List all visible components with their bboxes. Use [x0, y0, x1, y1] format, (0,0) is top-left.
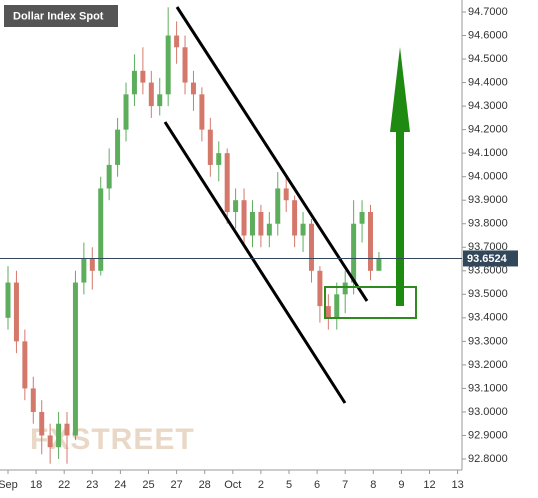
candle-body — [165, 35, 171, 95]
candle-body — [317, 270, 323, 307]
candle-body — [359, 211, 365, 224]
y-tick-label: 94.7000 — [468, 6, 508, 18]
y-tick-label: 94.2000 — [468, 124, 508, 136]
y-tick-label: 93.0000 — [468, 406, 508, 418]
candle-body — [81, 259, 87, 283]
channel-line — [163, 121, 347, 404]
x-tick-label: 12 — [423, 479, 435, 491]
x-tick-label: 23 — [86, 479, 98, 491]
candle-body — [199, 94, 205, 130]
y-tick-label: 93.6000 — [468, 265, 508, 277]
x-tick-label: 8 — [370, 479, 376, 491]
x-tick-label: Sep — [0, 479, 18, 491]
chart-title: Dollar Index Spot — [13, 10, 104, 22]
candle-body — [56, 423, 62, 448]
candle-body — [241, 200, 247, 236]
candle-body — [47, 435, 53, 448]
y-tick-label: 93.8000 — [468, 218, 508, 230]
candle-body — [89, 259, 95, 271]
candle-body — [266, 223, 272, 236]
candle-body — [174, 35, 180, 48]
candle-body — [308, 223, 314, 271]
candle-body — [131, 70, 137, 95]
y-tick-label: 94.5000 — [468, 53, 508, 65]
x-tick-label: 22 — [58, 479, 70, 491]
candle-body — [233, 200, 239, 212]
y-tick-label: 93.7000 — [468, 241, 508, 253]
y-tick-label: 93.3000 — [468, 335, 508, 347]
candle-body — [98, 188, 104, 271]
current-price-label: 93.6524 — [467, 253, 508, 265]
candle-body — [115, 129, 121, 165]
candle-body — [292, 200, 298, 236]
arrow-shaft — [396, 130, 404, 306]
candle-body — [300, 223, 306, 236]
x-tick-label: 24 — [114, 479, 126, 491]
candles — [5, 7, 382, 464]
candle-body — [224, 153, 230, 212]
candle-body — [123, 94, 129, 130]
highlight-box — [324, 286, 417, 319]
x-tick-label: 28 — [199, 479, 211, 491]
candle-body — [325, 306, 331, 318]
current-price-box — [463, 250, 518, 267]
candle-body — [190, 82, 196, 95]
y-tick-label: 94.3000 — [468, 100, 508, 112]
title-box — [4, 5, 118, 27]
candle-body — [334, 294, 340, 318]
candle-body — [39, 411, 45, 436]
x-tick-label: 13 — [451, 479, 463, 491]
x-tick-label: 5 — [286, 479, 292, 491]
candle-body — [216, 153, 222, 165]
candle-body — [72, 282, 78, 436]
candle-body — [182, 47, 188, 83]
x-tick-label: 7 — [342, 479, 348, 491]
arrow-head — [390, 47, 410, 132]
y-tick-label: 93.4000 — [468, 312, 508, 324]
x-tick-label: 18 — [30, 479, 42, 491]
candle-body — [30, 388, 36, 412]
candle-body — [157, 94, 163, 107]
y-tick-label: 94.4000 — [468, 76, 508, 88]
candle-body — [249, 211, 255, 236]
y-tick-label: 93.5000 — [468, 288, 508, 300]
y-tick-label: 93.2000 — [468, 359, 508, 371]
annotations — [163, 6, 417, 404]
y-tick-label: 94.0000 — [468, 171, 508, 183]
y-tick-label: 92.8000 — [468, 453, 508, 465]
candle-body — [275, 188, 281, 224]
candle-body — [367, 211, 373, 271]
candle-body — [106, 164, 112, 189]
y-tick-label: 94.1000 — [468, 147, 508, 159]
y-tick-label: 94.6000 — [468, 29, 508, 41]
channel-line — [175, 6, 369, 302]
candle-body — [283, 188, 289, 201]
watermark: FXSTREET — [30, 423, 195, 456]
candle-body — [376, 259, 382, 271]
x-tick-label: Oct — [224, 479, 241, 491]
candle-body — [148, 82, 154, 107]
candle-body — [22, 341, 28, 389]
y-tick-label: 93.1000 — [468, 382, 508, 394]
candle-body — [64, 423, 70, 436]
x-tick-label: 25 — [142, 479, 154, 491]
candle-body — [351, 223, 357, 283]
candle-body — [207, 129, 213, 165]
candle-body — [140, 70, 146, 83]
x-tick-label: 9 — [398, 479, 404, 491]
x-tick-label: 27 — [170, 479, 182, 491]
candle-body — [5, 282, 11, 318]
y-tick-label: 93.9000 — [468, 194, 508, 206]
candle-body — [342, 282, 348, 295]
candle-body — [258, 211, 264, 236]
y-tick-label: 92.9000 — [468, 429, 508, 441]
candle-body — [13, 282, 19, 342]
x-tick-label: 6 — [314, 479, 320, 491]
x-tick-label: 2 — [258, 479, 264, 491]
